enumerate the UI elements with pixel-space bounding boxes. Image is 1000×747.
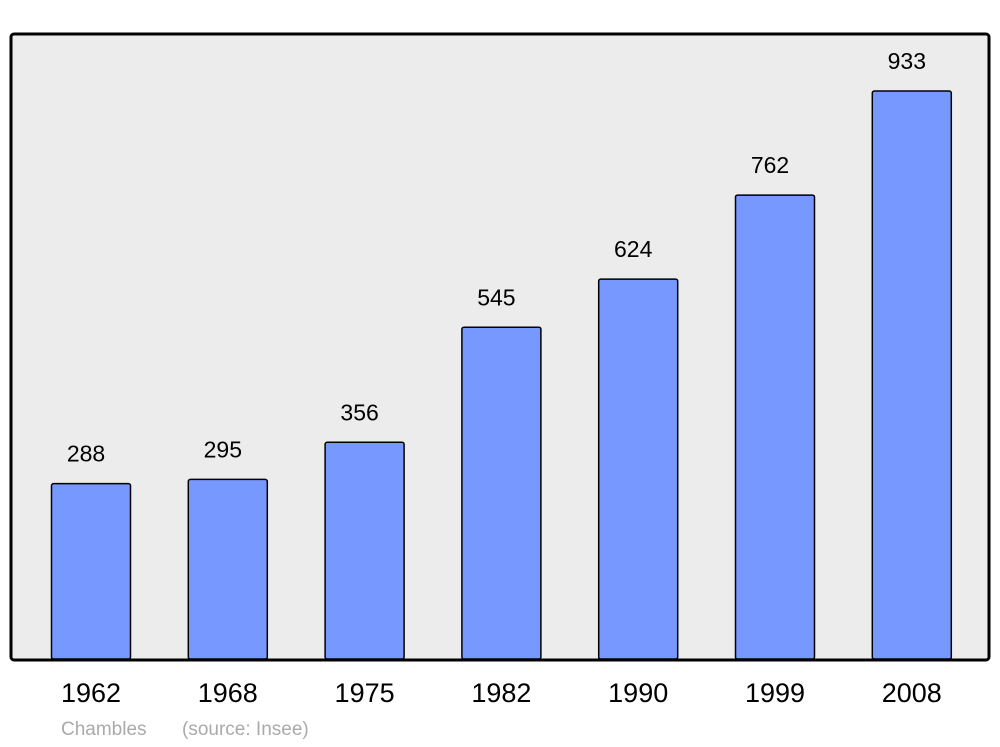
chart-title: Chambles <box>61 719 147 740</box>
x-tick-label: 1968 <box>198 678 258 708</box>
x-tick-label: 1962 <box>61 678 121 708</box>
x-tick-label: 1999 <box>745 678 805 708</box>
source-note: (source: Insee) <box>182 719 309 740</box>
value-label: 356 <box>340 399 378 425</box>
bar <box>187 478 269 660</box>
value-label: 624 <box>614 236 653 262</box>
value-label: 762 <box>751 152 789 178</box>
value-label: 933 <box>888 48 926 74</box>
bar <box>734 194 816 660</box>
x-tick-label: 1982 <box>471 678 531 708</box>
x-tick-label: 2008 <box>882 678 942 708</box>
bar <box>871 90 953 660</box>
bar <box>50 482 132 660</box>
value-label: 295 <box>204 436 242 462</box>
bar <box>597 278 679 660</box>
value-label: 545 <box>477 284 515 310</box>
value-label: 288 <box>67 441 105 467</box>
bar <box>324 441 405 660</box>
x-tick-label: 1975 <box>335 678 395 708</box>
x-tick-label: 1990 <box>608 678 668 708</box>
bar <box>461 326 542 660</box>
